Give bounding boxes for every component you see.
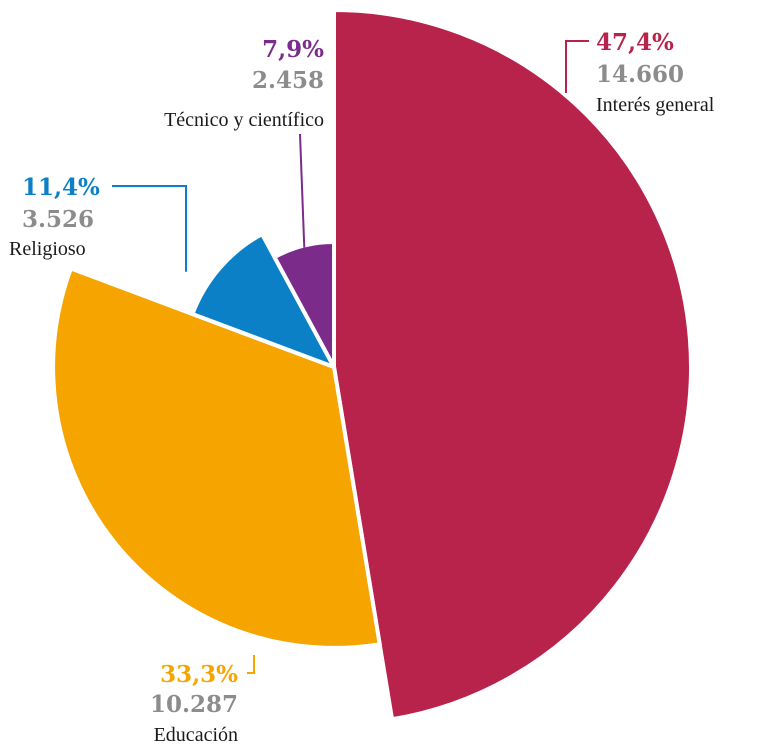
leader-educacion xyxy=(247,655,255,674)
category-label-tecnico: Técnico y científico xyxy=(164,109,324,131)
slice-educacion xyxy=(51,266,382,650)
percent-label-interes-general: 47,4% xyxy=(596,29,674,56)
category-label-educacion: Educación xyxy=(154,724,238,746)
leader-religioso xyxy=(112,185,187,272)
label-religioso: 11,4% 3.526 Religioso xyxy=(9,174,100,260)
label-tecnico: 7,9% 2.458 Técnico y científico xyxy=(164,36,324,131)
count-label-interes-general: 14.660 xyxy=(596,61,684,88)
slice-religioso xyxy=(190,232,336,369)
category-label-religioso: Religioso xyxy=(9,238,86,260)
count-label-religioso: 3.526 xyxy=(22,206,94,233)
category-label-interes-general: Interés general xyxy=(596,94,715,116)
leader-lines xyxy=(112,40,589,674)
label-interes-general: 47,4% 14.660 Interés general xyxy=(596,29,715,116)
count-label-educacion: 10.287 xyxy=(150,691,238,718)
pie-slices xyxy=(51,8,693,722)
percent-label-religioso: 11,4% xyxy=(22,174,100,201)
label-educacion: 33,3% 10.287 Educación xyxy=(150,661,238,746)
percent-label-educacion: 33,3% xyxy=(160,661,238,688)
percent-label-tecnico: 7,9% xyxy=(262,36,324,63)
leader-tecnico xyxy=(299,133,306,248)
count-label-tecnico: 2.458 xyxy=(252,67,324,94)
slice-interes-general xyxy=(332,8,693,722)
leader-interes-general xyxy=(565,40,589,93)
